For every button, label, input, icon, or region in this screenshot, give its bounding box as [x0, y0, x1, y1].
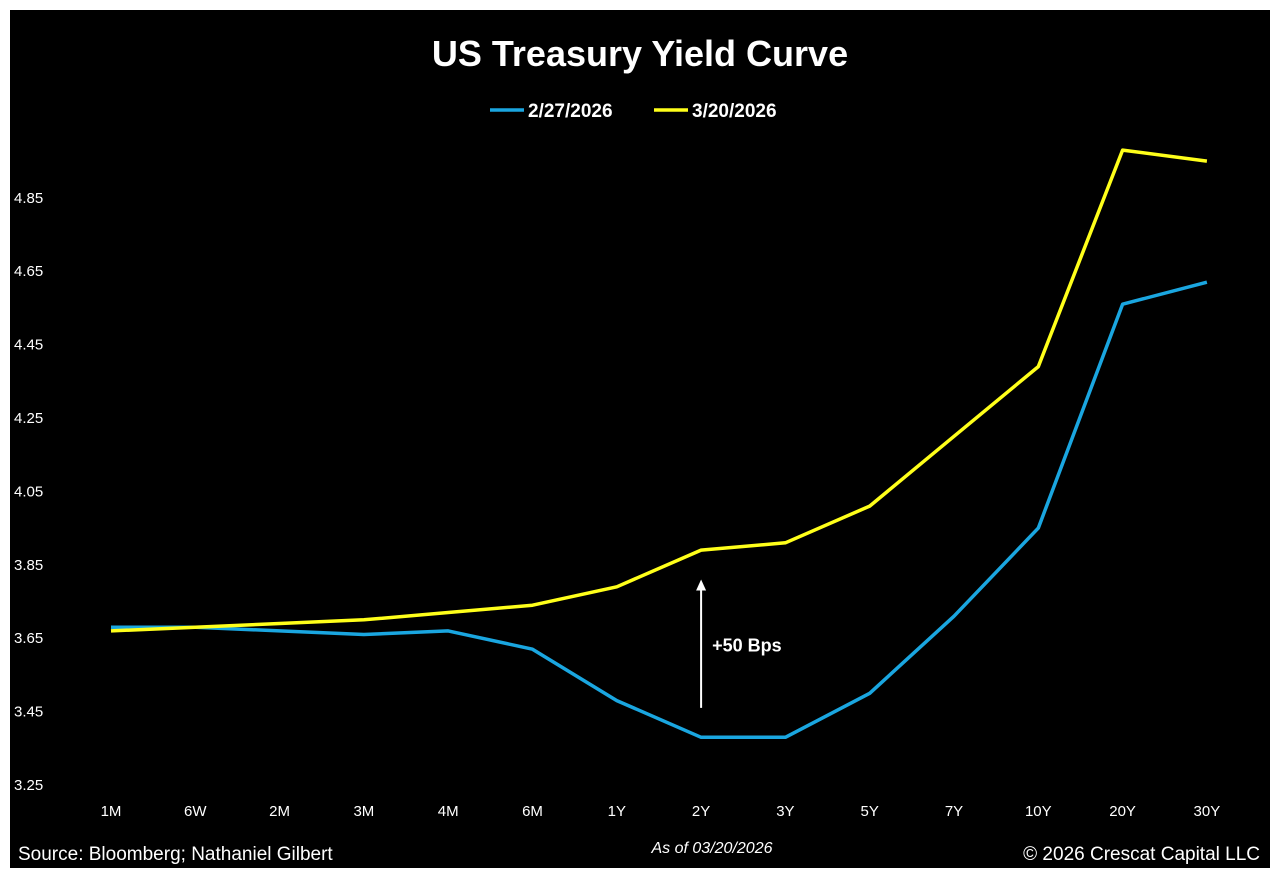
- chart-frame: US Treasury Yield Curve 2/27/2026 3/20/20…: [10, 10, 1270, 868]
- y-axis-ticks: 3.25 3.45 3.65 3.85 4.05 4.25 4.45 4.65 4.85: [14, 190, 43, 794]
- y-tick-label: 4.25: [14, 410, 43, 427]
- y-tick-label: 4.85: [14, 190, 43, 207]
- x-tick-label: 2M: [269, 803, 290, 820]
- yield-curve-chart: US Treasury Yield Curve 2/27/2026 3/20/20…: [14, 33, 1260, 865]
- x-tick-label: 7Y: [945, 803, 963, 820]
- legend-label-0: 2/27/2026: [528, 101, 613, 122]
- x-tick-label: 2Y: [692, 803, 710, 820]
- x-tick-label: 6W: [184, 803, 207, 820]
- x-tick-label: 4M: [438, 803, 459, 820]
- legend: 2/27/2026 3/20/2026: [490, 101, 777, 122]
- x-tick-label: 3Y: [776, 803, 794, 820]
- legend-label-1: 3/20/2026: [692, 101, 777, 122]
- series-line-1: [110, 148, 1208, 633]
- as-of-date: As of 03/20/2026: [651, 840, 773, 857]
- chart-title: US Treasury Yield Curve: [432, 33, 848, 74]
- x-tick-label: 5Y: [861, 803, 879, 820]
- y-tick-label: 3.85: [14, 557, 43, 574]
- series-lines: [110, 148, 1208, 740]
- copyright-note: © 2026 Crescat Capital LLC: [1023, 844, 1260, 865]
- series-line-0: [111, 280, 1208, 740]
- y-tick-label: 3.65: [14, 630, 43, 647]
- x-tick-label: 1Y: [608, 803, 626, 820]
- x-tick-label: 1M: [101, 803, 122, 820]
- x-tick-label: 20Y: [1109, 803, 1136, 820]
- y-tick-label: 3.25: [14, 777, 43, 794]
- x-axis-ticks: 1M 6W 2M 3M 4M 6M 1Y 2Y 3Y 5Y 7Y 10Y 20Y 30Y: [101, 803, 1221, 820]
- source-note: Source: Bloomberg; Nathaniel Gilbert: [18, 844, 333, 865]
- y-tick-label: 4.05: [14, 483, 43, 500]
- y-tick-label: 4.45: [14, 337, 43, 354]
- y-tick-label: 4.65: [14, 263, 43, 280]
- annotation: +50 Bps: [696, 579, 782, 708]
- x-tick-label: 10Y: [1025, 803, 1052, 820]
- annotation-arrow-head: [696, 579, 707, 591]
- x-tick-label: 3M: [353, 803, 374, 820]
- x-tick-label: 6M: [522, 803, 543, 820]
- x-tick-label: 30Y: [1194, 803, 1221, 820]
- annotation-label: +50 Bps: [712, 636, 782, 656]
- y-tick-label: 3.45: [14, 704, 43, 721]
